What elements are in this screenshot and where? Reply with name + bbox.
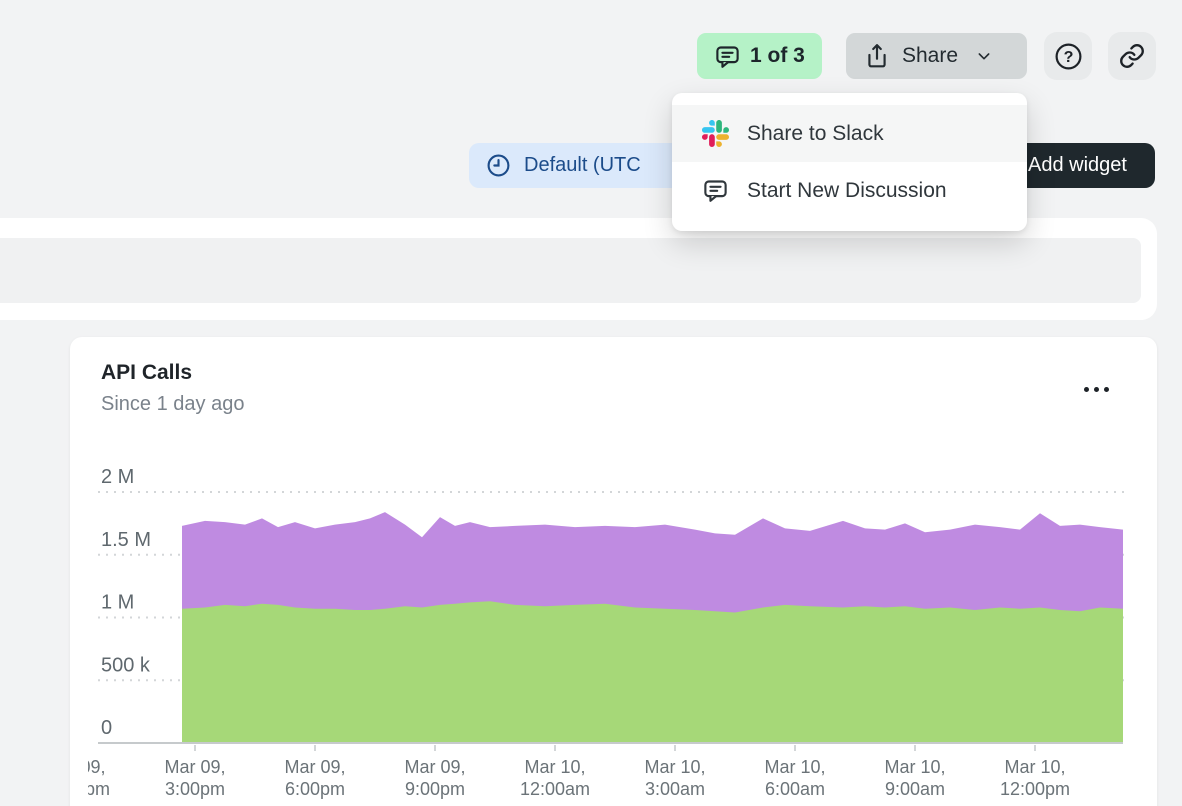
svg-text:Mar 10,: Mar 10, (644, 757, 705, 777)
svg-text:1 M: 1 M (101, 592, 134, 614)
add-widget-label: Add widget (1028, 154, 1127, 176)
filter-panel (0, 218, 1157, 320)
menu-item-label: Start New Discussion (747, 178, 947, 202)
menu-item-share-to-slack[interactable]: Share to Slack (672, 105, 1027, 162)
api-calls-widget-card: API Calls Since 1 day ago 0 500 k 1 M 1.5 M… (70, 337, 1157, 806)
menu-item-start-new-discussion[interactable]: Start New Discussion (672, 162, 1027, 219)
timezone-label: Default (UTC (524, 154, 641, 176)
help-circle-icon: ? (1053, 41, 1084, 72)
empty-panel-bar (0, 238, 1141, 303)
svg-text:12:00pm: 12:00pm (88, 779, 110, 799)
svg-text:3:00pm: 3:00pm (165, 779, 225, 799)
svg-text:Mar 10,: Mar 10, (524, 757, 585, 777)
svg-text:2 M: 2 M (101, 466, 134, 488)
svg-text:0: 0 (101, 717, 112, 739)
comment-icon (714, 43, 741, 70)
widget-title: API Calls (101, 361, 193, 384)
share-dropdown-menu: Share to Slack Start New Discussion (672, 93, 1027, 231)
svg-text:Mar 09,: Mar 09, (404, 757, 465, 777)
slack-icon (702, 120, 729, 147)
svg-text:6:00am: 6:00am (765, 779, 825, 799)
svg-text:Mar 10,: Mar 10, (764, 757, 825, 777)
menu-item-label: Share to Slack (747, 121, 884, 145)
svg-text:Mar 09,: Mar 09, (164, 757, 225, 777)
clock-icon (485, 152, 512, 179)
svg-text:1.5 M: 1.5 M (101, 529, 151, 551)
share-button-label: Share (902, 44, 959, 67)
svg-text:12:00pm: 12:00pm (1000, 779, 1070, 799)
copy-link-button[interactable] (1108, 32, 1156, 80)
svg-text:6:00pm: 6:00pm (285, 779, 345, 799)
svg-text:12:00am: 12:00am (520, 779, 590, 799)
svg-text:Mar 09,: Mar 09, (88, 757, 106, 777)
svg-text:Mar 10,: Mar 10, (1004, 757, 1065, 777)
svg-text:Mar 10,: Mar 10, (884, 757, 945, 777)
svg-text:9:00am: 9:00am (885, 779, 945, 799)
widget-menu-button[interactable] (1080, 383, 1113, 396)
svg-text:?: ? (1063, 48, 1073, 66)
svg-text:Mar 10,: Mar 10, (1124, 757, 1125, 777)
svg-text:3:00am: 3:00am (645, 779, 705, 799)
discussion-icon (702, 177, 729, 204)
help-button[interactable]: ? (1044, 32, 1092, 80)
widget-subtitle: Since 1 day ago (101, 393, 245, 415)
svg-text:500 k: 500 k (101, 654, 151, 676)
comments-count-badge[interactable]: 1 of 3 (697, 33, 822, 79)
chevron-down-icon (976, 48, 992, 64)
svg-text:9:00pm: 9:00pm (405, 779, 465, 799)
link-icon (1118, 42, 1146, 70)
share-button[interactable]: Share (846, 33, 1027, 79)
svg-text:Mar 09,: Mar 09, (284, 757, 345, 777)
share-icon (864, 43, 890, 69)
comments-count-label: 1 of 3 (750, 44, 805, 67)
